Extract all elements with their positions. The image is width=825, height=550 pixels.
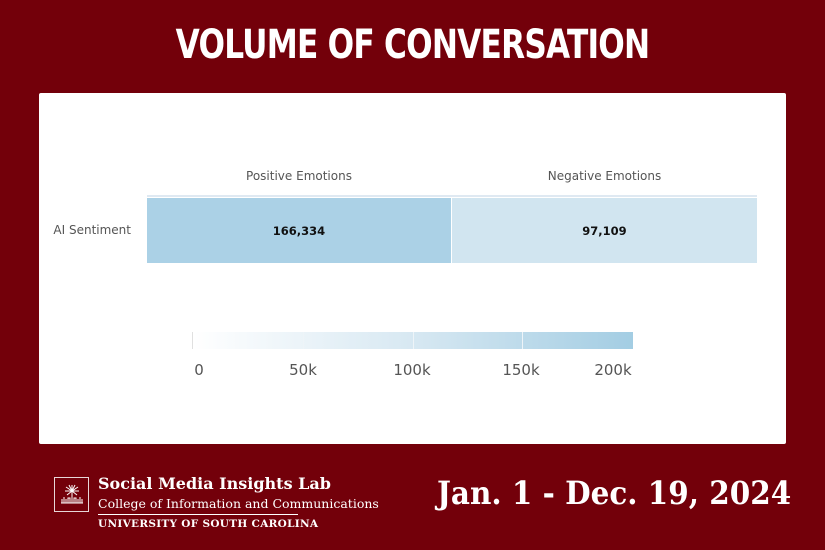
- chart-card: Positive Emotions Negative Emotions AI S…: [39, 93, 786, 444]
- legend-separator: [413, 332, 414, 349]
- legend-tick-200k: 200k: [594, 361, 632, 379]
- heatmap-cell-positive[interactable]: 166,334: [147, 198, 451, 263]
- column-header-positive: Positive Emotions: [246, 169, 352, 183]
- legend-tick-0: 0: [194, 361, 204, 379]
- page-title: VOLUME OF CONVERSATION: [175, 22, 651, 68]
- legend-tick-50k: 50k: [289, 361, 317, 379]
- university-name: UNIVERSITY OF SOUTH CAROLINA: [98, 518, 319, 530]
- color-scale-legend: [192, 332, 633, 349]
- legend-tick-150k: 150k: [502, 361, 540, 379]
- palmetto-logo-icon: [54, 477, 89, 512]
- heatmap-cell-negative[interactable]: 97,109: [452, 198, 757, 263]
- column-header-negative: Negative Emotions: [547, 169, 662, 183]
- row-label-ai-sentiment: AI Sentiment: [53, 223, 131, 237]
- college-name: College of Information and Communication…: [98, 496, 379, 515]
- legend-separator: [303, 332, 304, 349]
- legend-separator: [522, 332, 523, 349]
- cell-value-negative: 97,109: [582, 223, 627, 238]
- header-divider: [147, 195, 757, 197]
- lab-name: Social Media Insights Lab: [98, 474, 331, 493]
- cell-value-positive: 166,334: [272, 223, 326, 238]
- date-range: Jan. 1 - Dec. 19, 2024: [437, 474, 792, 512]
- legend-tick-100k: 100k: [393, 361, 431, 379]
